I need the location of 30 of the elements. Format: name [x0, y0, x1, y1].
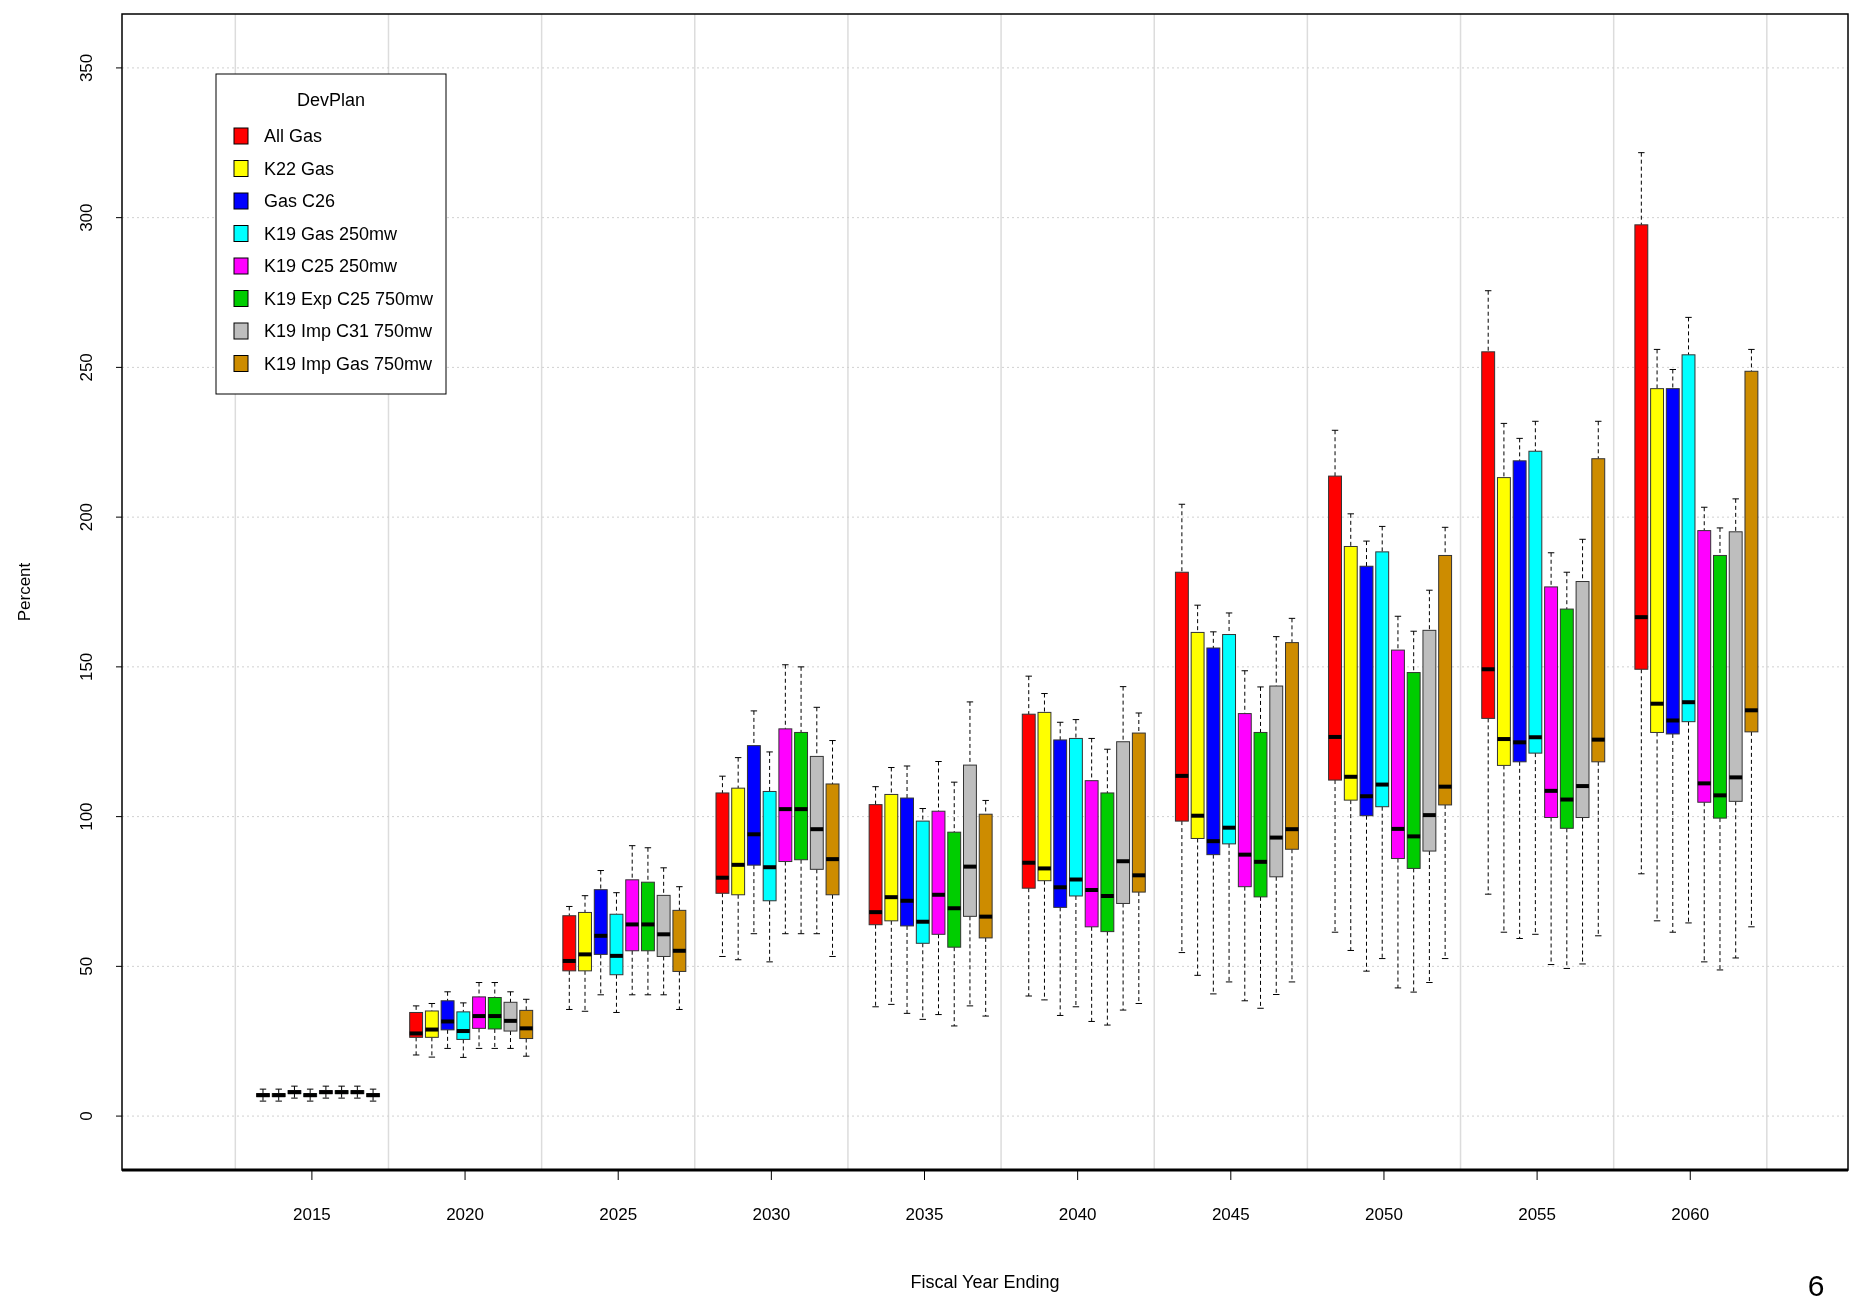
legend-label: K19 Gas 250mw [264, 223, 399, 244]
y-tick-label: 0 [77, 1111, 96, 1121]
legend-label: K19 Exp C25 750mw [264, 288, 435, 309]
x-axis-title: Fiscal Year Ending [910, 1272, 1060, 1292]
legend-label: K19 Imp Gas 750mw [264, 353, 434, 374]
y-axis-title: Percent [15, 562, 34, 622]
y-tick-label: 300 [77, 203, 96, 232]
x-tick-label: 2030 [752, 1205, 791, 1224]
x-tick-label: 2060 [1671, 1205, 1710, 1224]
y-tick-label: 200 [77, 502, 96, 532]
y-tick-label: 50 [77, 956, 96, 976]
legend-label: K22 Gas [264, 158, 335, 179]
x-tick-label: 2050 [1365, 1205, 1403, 1224]
legend-title: DevPlan [296, 90, 366, 110]
x-tick-label: 2020 [446, 1205, 484, 1224]
legend-label: K19 Imp C31 750mw [264, 321, 434, 341]
text: 6 [1807, 1269, 1825, 1302]
legend-label: Gas C26 [264, 191, 336, 211]
x-tick-label: 2035 [905, 1205, 944, 1224]
x-tick-label: 2055 [1518, 1205, 1557, 1224]
x-tick-label: 2045 [1211, 1205, 1250, 1224]
x-tick-label: 2025 [599, 1205, 638, 1224]
y-tick-label: 100 [77, 802, 96, 831]
y-tick-label: 250 [77, 353, 96, 382]
y-tick-label: 350 [77, 53, 96, 83]
x-tick-label: 2040 [1058, 1205, 1097, 1224]
legend-label: K19 C25 250mw [264, 256, 399, 276]
legend-label: All Gas [264, 126, 323, 146]
y-tick-label: 150 [77, 652, 96, 682]
x-tick-label: 2015 [292, 1205, 331, 1224]
